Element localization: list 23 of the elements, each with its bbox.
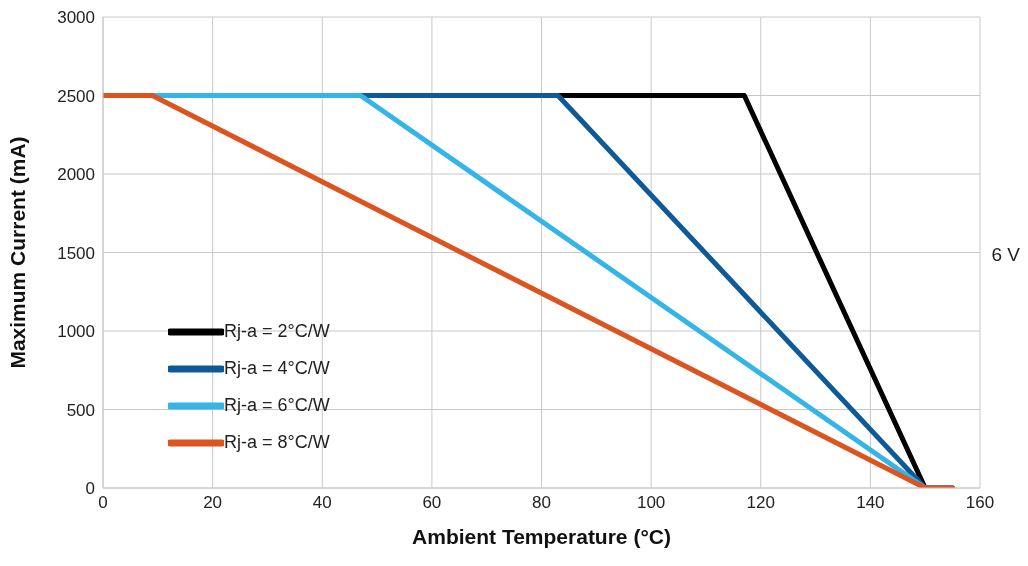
legend-label: Rj-a = 2°C/W [224, 321, 330, 342]
x-tick-label: 40 [312, 493, 332, 513]
legend-label: Rj-a = 4°C/W [224, 358, 330, 379]
x-tick-label: 100 [636, 493, 666, 513]
y-tick-label: 1500 [57, 243, 95, 263]
x-axis-title: Ambient Temperature (°C) [412, 525, 671, 548]
y-axis-title: Maximum Current (mA) [6, 136, 30, 369]
legend-label: Rj-a = 8°C/W [224, 432, 330, 453]
text: 6 V [991, 244, 1020, 266]
x-tick-label: 20 [203, 493, 223, 513]
x-tick-label: 80 [532, 493, 551, 513]
y-tick-label: 2000 [57, 165, 95, 185]
y-tick-label: 0 [85, 479, 95, 499]
x-tick-label: 140 [856, 493, 885, 513]
y-tick-label: 500 [66, 400, 95, 420]
y-tick-label: 3000 [57, 8, 95, 28]
x-tick-label: 60 [422, 493, 442, 513]
x-tick-label: 160 [965, 493, 995, 513]
y-tick-label: 1000 [57, 322, 95, 342]
legend-label: Rj-a = 6°C/W [224, 395, 330, 416]
x-tick-label: 120 [746, 493, 775, 513]
y-tick-label: 2500 [57, 86, 95, 106]
x-tick-label: 0 [98, 493, 108, 513]
